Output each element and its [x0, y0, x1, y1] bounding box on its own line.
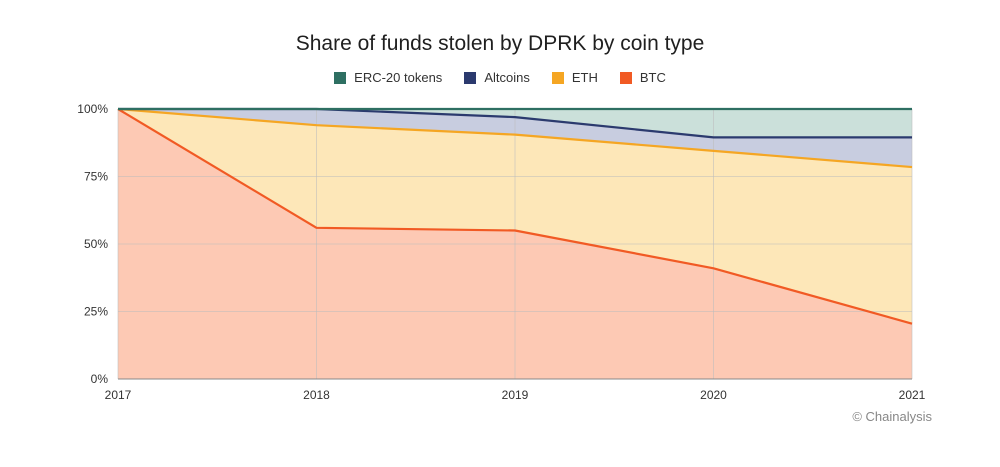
credit-text: © Chainalysis: [852, 409, 932, 424]
chart-title: Share of funds stolen by DPRK by coin ty…: [295, 32, 705, 55]
line-btc: [117, 108, 913, 325]
y-tick-label: 0%: [91, 372, 109, 386]
legend-swatch: [551, 71, 564, 84]
y-tick-label: 25%: [84, 305, 108, 319]
legend-swatch: [619, 71, 632, 84]
legend-item: BTC: [619, 70, 666, 85]
x-tick-label: 2021: [899, 388, 926, 402]
x-tick-label: 2017: [105, 388, 132, 402]
x-tick-label: 2019: [502, 388, 529, 402]
legend-item: Altcoins: [464, 70, 530, 85]
legend-label: Altcoins: [484, 70, 530, 85]
y-tick-label: 100%: [77, 102, 108, 116]
x-tick-label: 2018: [303, 388, 330, 402]
legend-item: ERC-20 tokens: [334, 70, 442, 85]
legend-swatch: [464, 71, 477, 84]
y-tick-label: 75%: [84, 170, 108, 184]
y-tick-label: 50%: [84, 237, 108, 251]
x-tick-label: 2020: [700, 388, 727, 402]
line-eth: [117, 107, 913, 169]
chart-legend: ERC-20 tokens Altcoins ETH BTC: [0, 70, 1000, 85]
legend-label: BTC: [639, 70, 666, 85]
legend-item: ETH: [551, 70, 598, 85]
legend-label: ERC-20 tokens: [354, 70, 443, 85]
legend-swatch: [334, 71, 347, 84]
legend-label: ETH: [571, 70, 598, 85]
